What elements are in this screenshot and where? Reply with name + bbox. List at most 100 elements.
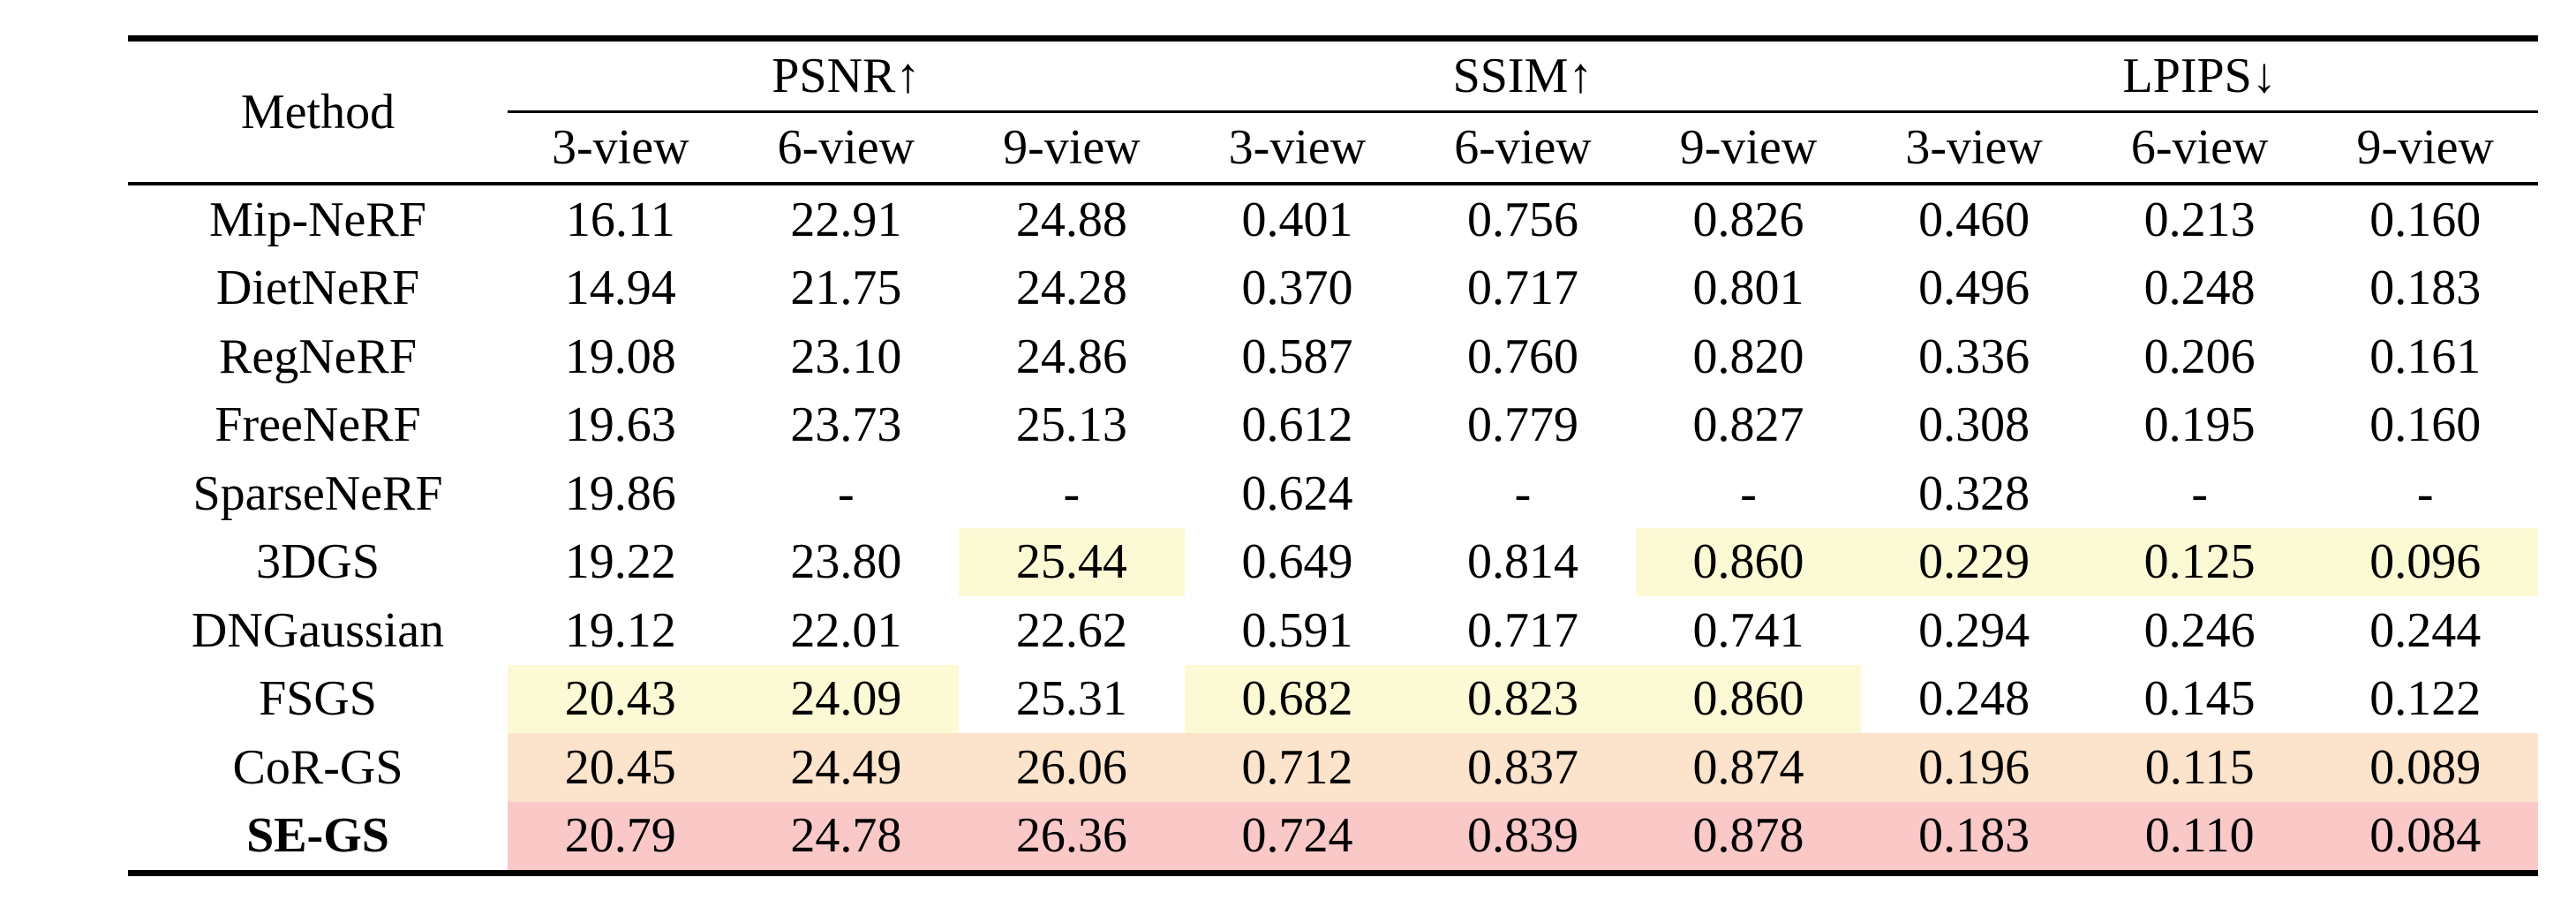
metric-value: 0.712 xyxy=(1184,733,1411,802)
subcolumn-header-psnr-6view: 6-view xyxy=(777,120,915,175)
metric-value: 0.801 xyxy=(1692,261,1804,316)
table-body: Mip-NeRF 16.11 22.91 24.88 0.401 0.756 0.826 0.… xyxy=(128,185,2538,870)
group-header-lpips: LPIPS↓ xyxy=(2122,49,2277,103)
table-row: RegNeRF 19.08 23.10 24.86 0.587 0.760 0.820 0.3… xyxy=(128,322,2538,391)
metric-value: 0.823 xyxy=(1410,664,1636,733)
metric-value: 0.096 xyxy=(2312,527,2538,596)
method-name: SparseNeRF xyxy=(192,465,443,521)
metric-value: 0.195 xyxy=(2143,397,2256,453)
table-row: SparseNeRF 19.86 - - 0.624 - - 0.328 - - xyxy=(128,459,2538,528)
table-row: Mip-NeRF 16.11 22.91 24.88 0.401 0.756 0.826 0.… xyxy=(128,185,2538,254)
metric-value: 0.756 xyxy=(1466,192,1578,247)
metric-value: - xyxy=(2416,465,2434,521)
metric-value: 25.44 xyxy=(959,527,1185,596)
metric-value: 0.839 xyxy=(1410,801,1636,870)
metric-value: 0.717 xyxy=(1466,261,1578,316)
metric-value: 16.11 xyxy=(565,192,675,247)
metric-value: 14.94 xyxy=(564,261,676,316)
table-row: SE-GS 20.79 24.78 26.36 0.724 0.839 0.878 0.183… xyxy=(128,801,2538,870)
metric-value: 0.624 xyxy=(1241,465,1353,521)
metric-value: 0.229 xyxy=(1861,527,2087,596)
metric-value: 24.86 xyxy=(1015,329,1127,384)
subcolumn-header-ssim-3view: 3-view xyxy=(1228,120,1367,175)
metric-value: 0.084 xyxy=(2312,801,2538,870)
metric-value: 23.73 xyxy=(790,397,902,453)
method-name: FSGS xyxy=(259,671,377,727)
metric-value: 24.49 xyxy=(733,733,960,802)
subcolumn-header-lpips-3view: 3-view xyxy=(1905,120,2043,175)
group-header-psnr: PSNR↑ xyxy=(772,49,921,103)
metric-value: 0.370 xyxy=(1241,261,1353,316)
metric-value: 19.63 xyxy=(564,397,676,453)
metric-value: 0.246 xyxy=(2143,602,2256,658)
metric-value: 0.248 xyxy=(2143,261,2256,316)
metric-value: 0.682 xyxy=(1184,664,1411,733)
metric-value: 21.75 xyxy=(790,261,902,316)
table-row: FSGS 20.43 24.09 25.31 0.682 0.823 0.860 0.248 0… xyxy=(128,664,2538,733)
metric-value: 20.45 xyxy=(508,733,734,802)
subcolumn-header-ssim-9view: 9-view xyxy=(1679,120,1818,175)
metric-value: 22.01 xyxy=(790,602,902,658)
metric-value: 0.115 xyxy=(2086,733,2313,802)
metric-value: 24.78 xyxy=(733,801,960,870)
metric-value: 23.10 xyxy=(790,329,902,384)
metric-value: 0.248 xyxy=(1918,671,2030,727)
metric-value: 0.496 xyxy=(1918,261,2030,316)
subcolumn-header-psnr-9view: 9-view xyxy=(1003,120,1141,175)
subcolumn-header-lpips-9view: 9-view xyxy=(2356,120,2494,175)
method-name: CoR-GS xyxy=(232,739,403,795)
table-bottom-rule xyxy=(128,870,2538,876)
table-row: 3DGS 19.22 23.80 25.44 0.649 0.814 0.860 0.229 0… xyxy=(128,527,2538,596)
table-cmidrule xyxy=(508,110,2538,113)
table-mid-rule xyxy=(128,182,2538,185)
metric-value: 19.12 xyxy=(564,602,676,658)
metric-value: 0.717 xyxy=(1466,602,1578,658)
metric-value: 0.460 xyxy=(1918,192,2030,247)
metric-value: 0.196 xyxy=(1861,733,2087,802)
metric-value: 0.779 xyxy=(1466,397,1578,453)
metric-value: 19.08 xyxy=(564,329,676,384)
metric-value: 26.06 xyxy=(959,733,1185,802)
metric-value: 0.125 xyxy=(2086,527,2313,596)
metric-value: 0.308 xyxy=(1918,397,2030,453)
table-header: Method PSNR↑ SSIM↑ LPIPS↓ 3-view 6-view … xyxy=(128,42,2538,182)
metric-value: 0.724 xyxy=(1184,801,1411,870)
method-name: DietNeRF xyxy=(215,261,420,316)
method-name: Mip-NeRF xyxy=(209,192,426,247)
metric-value: 19.86 xyxy=(564,465,676,521)
table-row: FreeNeRF 19.63 23.73 25.13 0.612 0.779 0.827 0.… xyxy=(128,391,2538,460)
column-header-method: Method xyxy=(240,84,395,140)
subcolumn-header-ssim-6view: 6-view xyxy=(1454,120,1592,175)
method-name: RegNeRF xyxy=(219,329,417,384)
metric-value: 24.09 xyxy=(733,664,960,733)
metric-value: 0.206 xyxy=(2143,329,2256,384)
results-table: Method PSNR↑ SSIM↑ LPIPS↓ 3-view 6-view … xyxy=(128,35,2538,876)
metric-value: - xyxy=(1740,465,1757,521)
metric-value: 23.80 xyxy=(790,534,902,590)
group-header-ssim: SSIM↑ xyxy=(1452,49,1593,103)
table-top-rule xyxy=(128,35,2538,42)
method-name: 3DGS xyxy=(255,534,380,590)
metric-value: 0.213 xyxy=(2143,192,2256,247)
metric-value: 0.820 xyxy=(1692,329,1804,384)
metric-value: 0.587 xyxy=(1241,329,1353,384)
metric-value: 0.649 xyxy=(1241,534,1353,590)
metric-value: 0.122 xyxy=(2369,671,2482,727)
table-row: CoR-GS 20.45 24.49 26.06 0.712 0.837 0.874 0.19… xyxy=(128,733,2538,802)
metric-value: 0.336 xyxy=(1918,329,2030,384)
metric-value: 0.860 xyxy=(1635,527,1862,596)
metric-value: 22.91 xyxy=(790,192,902,247)
subcolumn-header-lpips-6view: 6-view xyxy=(2130,120,2269,175)
metric-value: - xyxy=(838,465,855,521)
metric-value: 0.110 xyxy=(2086,801,2313,870)
metric-value: - xyxy=(1063,465,1081,521)
metric-value: 20.43 xyxy=(508,664,734,733)
metric-value: 24.28 xyxy=(1015,261,1127,316)
subcolumn-header-psnr-3view: 3-view xyxy=(552,120,689,175)
metric-value: 0.145 xyxy=(2143,671,2256,727)
metric-value: 20.79 xyxy=(508,801,734,870)
metric-value: 0.827 xyxy=(1692,397,1804,453)
metric-value: 0.183 xyxy=(1861,801,2087,870)
metric-value: 25.31 xyxy=(1015,671,1127,727)
metric-value: 0.612 xyxy=(1241,397,1353,453)
